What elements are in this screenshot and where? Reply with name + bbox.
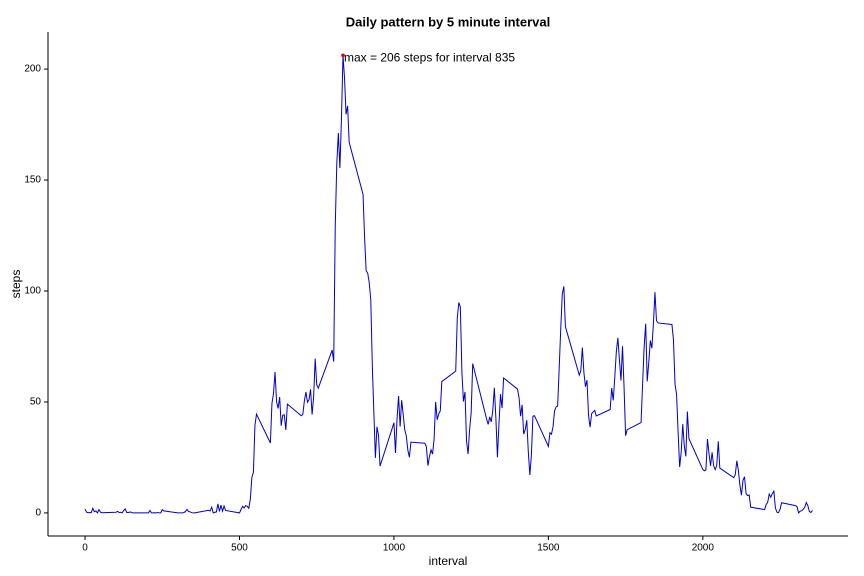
max-point [341, 53, 345, 58]
chart-title: Daily pattern by 5 minute interval [346, 14, 550, 29]
x-tick-label: 2000 [692, 543, 715, 554]
y-tick-label: 200 [24, 64, 41, 75]
y-tick-label: 50 [30, 397, 42, 408]
x-tick-label: 500 [231, 543, 248, 554]
y-tick-label: 0 [35, 508, 41, 519]
x-axis-label: interval [429, 554, 468, 568]
line [84, 55, 813, 514]
x-tick-label: 1000 [383, 543, 406, 554]
y-tick-label: 100 [24, 286, 41, 297]
annotation: max = 206 steps for interval 835 [344, 50, 515, 64]
x-tick-label: 0 [82, 543, 88, 554]
y-tick-label: 150 [24, 175, 41, 186]
x-tick-label: 1500 [537, 543, 560, 554]
y-axis-label: steps [9, 270, 23, 299]
